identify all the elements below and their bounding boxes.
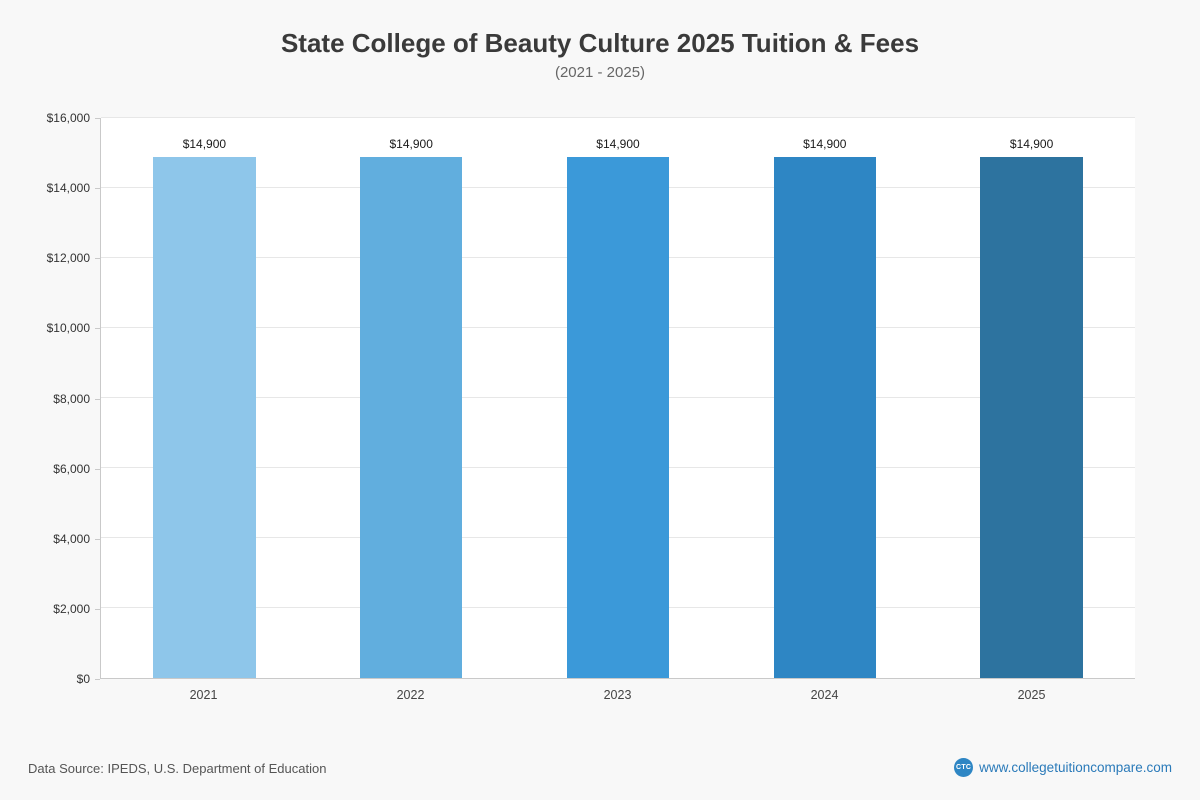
y-axis-tick-label: $4,000 — [53, 531, 90, 546]
bar-value-label: $14,900 — [803, 136, 847, 151]
bar-value-label: $14,900 — [182, 136, 227, 151]
ctc-logo-icon: CTC — [954, 758, 974, 777]
plot-area: $14,900 $14,900 $14,900 $14,900 $14,900 — [100, 117, 1135, 679]
y-axis-tick-label: $8,000 — [53, 391, 90, 406]
bar-value-label: $14,900 — [596, 136, 640, 151]
bar-2022 — [360, 156, 463, 678]
website-link-label: www.collegetuitioncompare.com — [979, 760, 1172, 775]
chart-title: State College of Beauty Culture 2025 Tui… — [280, 28, 920, 58]
y-tick-mark — [95, 258, 100, 260]
y-axis-tick-label: $2,000 — [53, 601, 90, 616]
y-tick-mark — [95, 398, 100, 400]
y-axis-tick-label: $6,000 — [53, 461, 90, 476]
x-axis-tick-label: 2024 — [810, 688, 839, 702]
y-tick-mark — [95, 538, 100, 540]
x-axis-tick-label: 2023 — [603, 688, 632, 702]
y-axis-tick-label: $16,000 — [46, 111, 90, 125]
y-tick-mark — [95, 608, 100, 610]
website-link[interactable]: CTC www.collegetuitioncompare.com — [954, 758, 1172, 777]
bar-value-label: $14,900 — [1009, 136, 1054, 151]
bar-chart: $14,900 $14,900 $14,900 $14,900 $14,900 $0 $2… — [0, 100, 1200, 715]
bar-2025 — [980, 156, 1083, 678]
x-axis-tick-label: 2021 — [189, 688, 218, 702]
y-tick-mark — [95, 118, 100, 119]
bar-2024 — [773, 156, 876, 678]
chart-subtitle: (2021 - 2025) — [554, 64, 646, 81]
bar-2023 — [566, 156, 670, 678]
y-tick-mark — [95, 328, 100, 330]
x-axis-tick-label: 2025 — [1017, 688, 1046, 702]
y-axis-tick-label: $0 — [76, 672, 90, 686]
y-tick-mark — [95, 468, 100, 470]
bar-value-label: $14,900 — [389, 136, 433, 151]
x-axis-tick-label: 2022 — [396, 688, 425, 702]
y-tick-mark — [95, 188, 100, 190]
y-tick-mark — [95, 679, 100, 680]
footer: Data Source: IPEDS, U.S. Department of E… — [0, 758, 1200, 782]
bar-2021 — [153, 156, 256, 678]
gridline — [101, 117, 1135, 118]
y-axis-tick-label: $14,000 — [46, 181, 90, 196]
y-axis-tick-label: $12,000 — [46, 251, 90, 266]
data-source-note: Data Source: IPEDS, U.S. Department of E… — [28, 761, 327, 776]
y-axis-tick-label: $10,000 — [46, 321, 90, 336]
